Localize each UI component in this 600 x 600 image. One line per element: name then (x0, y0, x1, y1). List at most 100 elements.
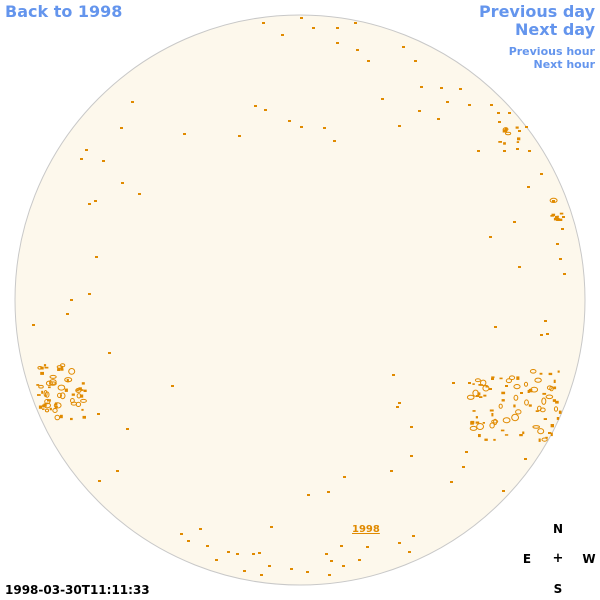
previous-hour-link[interactable]: Previous hour (508, 45, 595, 58)
active-region-marker (556, 215, 559, 218)
active-region-marker (504, 127, 508, 131)
active-region-marker (515, 409, 522, 415)
active-region-marker (503, 142, 506, 145)
active-region-marker (59, 392, 66, 400)
feature-marker (556, 243, 559, 245)
active-region-marker (478, 434, 481, 438)
feature-marker (187, 540, 190, 542)
active-region-marker (516, 376, 520, 380)
compass-center-icon: + (552, 551, 564, 566)
feature-marker (398, 542, 401, 544)
feature-marker (398, 125, 401, 127)
feature-marker (528, 150, 531, 152)
active-region-marker (532, 425, 541, 429)
back-to-year-link[interactable]: Back to 1998 (5, 2, 123, 21)
active-region-marker (553, 406, 559, 412)
active-region-marker (513, 394, 519, 401)
feature-marker (494, 326, 497, 328)
feature-marker (367, 60, 370, 62)
active-region-marker (539, 407, 546, 413)
active-region-marker (528, 404, 532, 407)
feature-marker (410, 455, 413, 457)
feature-marker (97, 413, 100, 415)
active-region-marker (501, 391, 506, 395)
feature-marker (408, 551, 411, 553)
active-region-marker (477, 392, 481, 396)
active-region-marker (529, 369, 537, 374)
observation-timestamp: 1998-03-30T11:11:33 (5, 583, 150, 597)
previous-day-link[interactable]: Previous day (478, 2, 595, 21)
feature-marker (468, 382, 471, 384)
next-hour-link[interactable]: Next hour (533, 58, 596, 71)
active-region-marker (68, 368, 76, 375)
feature-marker (462, 466, 465, 468)
active-region-marker (519, 434, 523, 437)
feature-marker (199, 528, 202, 530)
active-region-marker (543, 418, 547, 420)
active-region-marker (485, 385, 488, 388)
feature-marker (477, 150, 480, 152)
active-region-marker (522, 431, 525, 435)
active-region-marker (79, 394, 84, 398)
active-region-marker (479, 396, 483, 398)
feature-marker (412, 535, 415, 537)
next-day-link[interactable]: Next day (515, 20, 595, 39)
feature-marker (540, 334, 543, 336)
feature-marker (238, 135, 241, 137)
active-region-marker (545, 394, 554, 400)
active-region-marker (38, 405, 42, 409)
feature-marker (116, 470, 119, 472)
active-region-marker (553, 379, 556, 383)
active-region-marker (70, 401, 78, 406)
feature-marker (562, 216, 565, 218)
feature-marker (98, 480, 101, 482)
active-region-marker (54, 402, 58, 406)
feature-marker (546, 333, 549, 335)
feature-marker (254, 105, 257, 107)
active-region-marker (71, 393, 75, 396)
active-region-marker (483, 394, 487, 397)
feature-marker (465, 451, 468, 453)
feature-marker (548, 432, 551, 434)
feature-marker (559, 258, 562, 260)
active-region-marker (49, 374, 57, 379)
active-region-marker (513, 384, 521, 390)
active-region-marker (484, 438, 488, 441)
feature-marker (437, 118, 440, 120)
active-region-marker (551, 213, 556, 217)
active-region-marker (470, 421, 474, 425)
active-region-marker (539, 372, 543, 375)
feature-marker (268, 565, 271, 567)
feature-marker (95, 256, 98, 258)
active-region-marker (64, 388, 68, 392)
feature-marker (288, 120, 291, 122)
active-region-marker (542, 392, 547, 395)
active-region-marker (552, 399, 556, 402)
active-region-marker (81, 382, 85, 385)
feature-marker (70, 299, 73, 301)
active-region-marker (37, 394, 41, 396)
feature-marker (94, 200, 97, 202)
feature-marker (381, 98, 384, 100)
feature-marker (131, 101, 134, 103)
active-region-marker (524, 399, 529, 406)
active-region-marker (534, 377, 542, 383)
feature-marker (328, 574, 331, 576)
active-region-marker (530, 386, 539, 393)
active-region-marker (502, 127, 509, 132)
feature-marker (88, 293, 91, 295)
active-region-marker (527, 390, 530, 393)
feature-marker (88, 203, 91, 205)
feature-marker (468, 104, 471, 106)
feature-marker (120, 127, 123, 129)
active-region-marker (57, 384, 66, 391)
feature-marker (340, 545, 343, 547)
feature-marker (126, 428, 129, 430)
active-region-marker (505, 131, 512, 136)
active-region-marker (38, 384, 44, 389)
active-region-marker (49, 381, 57, 386)
feature-marker (336, 27, 339, 29)
region-year-link[interactable]: 1998 (352, 524, 380, 535)
feature-marker (518, 266, 521, 268)
